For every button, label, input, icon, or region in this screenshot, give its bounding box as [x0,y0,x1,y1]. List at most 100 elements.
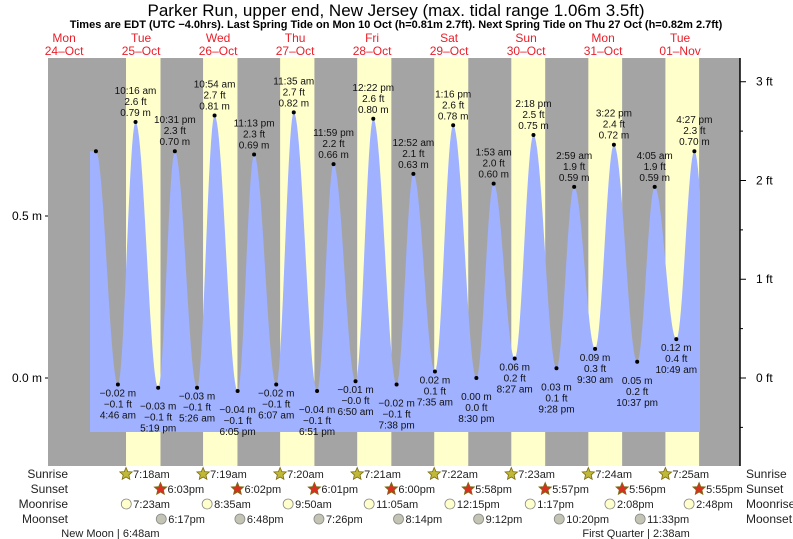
high-tide-ft: 2.4 ft [603,120,625,131]
low-tide-time: 6:07 am [258,410,294,421]
moonset-time: 10:20pm [566,514,609,526]
high-tide-point [212,113,217,118]
sunset-row-label-right: Sunset [746,482,784,496]
high-tide-m: 0.69 m [239,140,270,151]
high-tide-ft: 2.1 ft [402,149,424,160]
moonset-row-label-left: Moonset [22,512,69,526]
high-tide-time: 2:18 pm [515,99,551,110]
sunset-star-icon [461,481,476,496]
high-tide-time: 2:59 am [556,151,592,162]
high-tide-m: 0.79 m [120,108,151,119]
low-tide-m: 0.03 m [541,382,572,393]
moonrise-row-label-right: Moonrise [746,497,793,511]
high-tide-m: 0.78 m [438,111,469,122]
sunrise-star-icon [118,466,134,481]
low-tide-point [115,382,120,387]
high-tide-ft: 2.6 ft [362,94,384,105]
low-tide-time: 10:49 am [655,365,697,376]
sunset-time: 5:56pm [629,484,666,496]
moonrise-moon-icon [444,498,456,510]
moonrise-row-label-left: Moonrise [19,497,69,511]
sunset-star-icon [307,481,322,496]
high-tide-ft: 1.9 ft [563,162,585,173]
high-tide-point [331,162,336,167]
day-name: Thu [285,31,306,45]
high-tide-ft: 1.9 ft [644,162,666,173]
moonrise-time: 2:48pm [696,499,733,511]
low-tide-point [635,359,640,364]
right-axis-label: 3 ft [756,75,773,89]
moonset-moon-icon [634,513,646,525]
high-tide-m: 0.70 m [160,137,191,148]
low-tide-ft: −0.1 ft [224,416,252,427]
moonrise-time: 11:05am [376,499,418,511]
low-tide-time: 7:35 am [417,398,453,409]
day-name: Tue [131,31,152,45]
day-labels: Mon24–OctTue25–OctWed26–OctThu27–OctFri2… [45,31,701,58]
low-tide-time: 4:46 am [100,410,136,421]
chart-title: Parker Run, upper end, New Jersey (max. … [147,1,644,20]
low-tide-time: 10:37 pm [616,398,658,409]
high-tide-point [692,149,697,154]
low-tide-point [315,388,320,393]
day-date: 30–Oct [507,44,546,58]
sunset-star-icon [691,481,707,496]
moonrise-moon-icon [524,498,536,510]
low-tide-m: −0.02 m [100,388,136,399]
moonset-moon-icon [473,513,485,525]
day-date: 01–Nov [659,44,700,58]
day-date: 29–Oct [430,44,469,58]
low-tide-ft: −0.1 ft [104,399,132,410]
high-tide-ft: 2.3 ft [243,129,265,140]
low-tide-ft: 0.0 ft [465,403,487,414]
high-tide-point [172,149,177,154]
high-tide-time: 11:35 am [273,76,314,87]
high-tide-m: 0.81 m [199,102,230,113]
low-tide-point [353,379,358,384]
moonset-moon-icon [393,513,404,525]
moonrise-moon-icon [120,498,132,510]
sunrise-star-icon [195,466,211,481]
moon-phase-label: New Moon | 6:48am [61,528,159,539]
sunset-time: 6:00pm [398,484,435,496]
axes: 3 ft 2 ft 1 ft 0 ft 0.5 m 0.0 m [12,58,773,466]
low-tide-ft: 0.1 ft [545,393,567,404]
sunrise-star-icon [350,466,365,481]
high-tide-ft: 2.7 ft [203,91,225,102]
moonset-time: 7:26pm [326,514,363,526]
low-tide-ft: −0.1 ft [183,403,211,414]
low-tide-ft: −0.1 ft [383,409,411,420]
day-name: Mon [591,31,614,45]
low-tide-point [156,385,161,390]
high-tide-m: 0.63 m [398,160,429,171]
low-tide-m: −0.04 m [219,405,255,416]
low-tide-point [474,376,479,380]
moonset-moon-icon [553,513,565,525]
left-axis-label: 0.0 m [12,371,42,385]
low-tide-time: 5:19 pm [140,424,176,435]
low-tide-m: 0.00 m [461,392,492,403]
high-tide-ft: 2.3 ft [164,126,186,137]
sunrise-row-label-right: Sunrise [746,467,787,481]
sunrise-time: 7:24am [595,469,632,481]
sunset-star-icon [538,481,553,496]
low-tide-time: 7:38 pm [379,420,415,431]
moonrise-moon-icon [282,498,294,510]
sunrise-time: 7:23am [518,469,555,481]
sunrise-time: 7:19am [210,469,247,481]
moonrise-time: 8:35am [214,499,251,511]
sun-moon-rows: Sunrise Sunrise 7:18am 7:19am 7:20am 7:21am 7:… [19,466,793,539]
high-tide-m: 0.70 m [679,137,710,148]
low-tide-ft: 0.2 ft [504,374,526,385]
low-tide-m: −0.02 m [378,398,414,409]
low-tide-point [432,369,437,374]
low-tide-m: 0.06 m [499,363,530,374]
moonrise-time: 12:15pm [457,499,500,511]
high-tide-ft: 2.0 ft [483,159,505,170]
high-tide-time: 12:52 am [393,138,435,149]
low-tide-time: 8:27 am [497,385,533,396]
sunrise-time: 7:21am [364,469,401,481]
day-name: Fri [365,31,379,45]
high-tide-point [652,184,657,189]
high-tide-point [491,181,496,186]
